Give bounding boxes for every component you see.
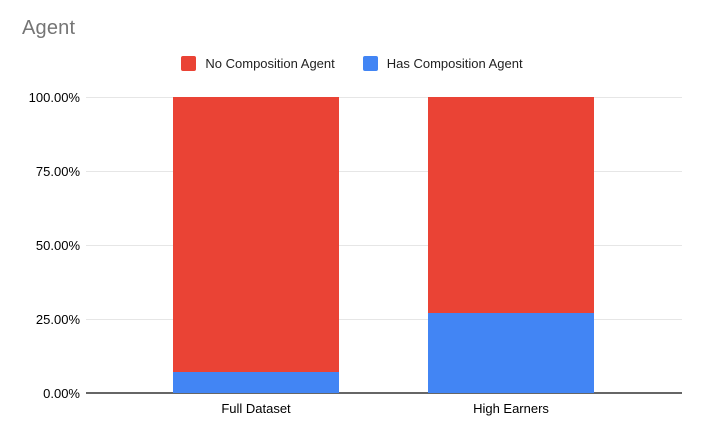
legend-swatch-icon bbox=[362, 56, 378, 71]
bar-segment-high-earners-no-composition-agent[interactable] bbox=[428, 97, 594, 314]
ytick-label-75: 75.00% bbox=[35, 164, 80, 179]
gridline-50 bbox=[86, 245, 682, 246]
bar-segment-full-dataset-no-composition-agent[interactable] bbox=[173, 97, 339, 373]
gridline-100 bbox=[86, 97, 682, 98]
legend-label: No Composition Agent bbox=[205, 56, 335, 71]
chart-title: Agent bbox=[22, 17, 76, 39]
legend-swatch-icon bbox=[181, 56, 197, 71]
ytick-label-25: 25.00% bbox=[35, 312, 80, 327]
bar-segment-full-dataset-has-composition-agent[interactable] bbox=[173, 372, 339, 393]
legend-item-has-composition-agent[interactable]: Has Composition Agent bbox=[362, 56, 523, 71]
x-axis-line bbox=[86, 392, 682, 394]
legend-item-no-composition-agent[interactable]: No Composition Agent bbox=[181, 56, 335, 71]
legend-label: Has Composition Agent bbox=[386, 56, 523, 71]
xtick-label-high-earners: High Earners bbox=[473, 401, 549, 416]
xtick-label-full-dataset: Full Dataset bbox=[221, 401, 291, 416]
gridline-75 bbox=[86, 171, 682, 172]
ytick-label-50: 50.00% bbox=[35, 238, 80, 253]
chart-legend: No Composition Agent Has Composition Agen… bbox=[0, 56, 704, 71]
bar-segment-high-earners-has-composition-agent[interactable] bbox=[428, 313, 594, 393]
ytick-label-100: 100.00% bbox=[28, 90, 80, 105]
gridline-25 bbox=[86, 319, 682, 320]
ytick-label-0: 0.00% bbox=[43, 386, 80, 401]
